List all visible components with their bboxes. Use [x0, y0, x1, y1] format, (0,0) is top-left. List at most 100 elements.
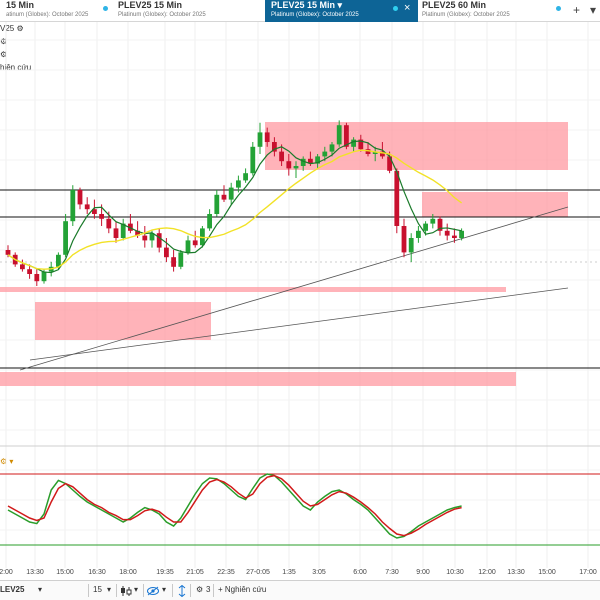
- candle-body: [34, 274, 40, 282]
- study-settings-row[interactable]: ⚙: [0, 37, 7, 46]
- time-tick-label: 3:05: [312, 569, 326, 576]
- candle-body: [27, 269, 32, 274]
- time-tick-label: 18:00: [119, 569, 137, 576]
- candle-body: [300, 158, 306, 166]
- bottom-toolbar: LEV25 ▾ 15 ▾ ▾ ▾ ⚙ 3 + Nghiên cứu: [0, 580, 600, 600]
- candle-body: [408, 238, 414, 253]
- candle-body: [423, 223, 428, 231]
- live-dot-icon: [556, 6, 561, 11]
- divider: [116, 584, 117, 597]
- chart-tab-1-subtitle: atinum (Globex): October 2025: [6, 12, 89, 18]
- divider: [172, 584, 173, 597]
- divider: [213, 584, 214, 597]
- trend-line: [19, 206, 569, 371]
- tabs-dropdown-icon[interactable]: ▾: [590, 3, 597, 17]
- time-tick-label: 15:00: [56, 569, 74, 576]
- live-dot-icon: [103, 6, 108, 11]
- gear-icon[interactable]: ⚙: [0, 50, 8, 59]
- candle-body: [416, 230, 421, 238]
- chart-tab-bar: 15 Min atinum (Globex): October 2025 PLE…: [0, 0, 600, 22]
- ma-slow-line: [7, 149, 463, 270]
- candle-body: [84, 204, 90, 210]
- chart-tab-3-subtitle: Platinum (Globex): October 2025: [271, 12, 359, 18]
- candle-body: [444, 230, 450, 236]
- study-settings-row[interactable]: ⚙: [0, 50, 7, 59]
- candle-body: [185, 240, 191, 253]
- candle-body: [272, 142, 277, 152]
- time-tick-label: 10:30: [446, 569, 464, 576]
- candle-body: [178, 252, 184, 267]
- candle-body: [250, 146, 256, 174]
- divider: [88, 584, 89, 597]
- zone-box: [0, 287, 506, 292]
- candle-body: [365, 149, 371, 154]
- interval-selector[interactable]: 15: [93, 585, 102, 594]
- time-tick-label: 13:30: [507, 569, 525, 576]
- interval-chevron-icon[interactable]: ▾: [107, 585, 112, 594]
- candle-body: [372, 151, 378, 154]
- drawings-gear-icon[interactable]: ⚙: [196, 585, 204, 594]
- candle-body: [106, 218, 112, 229]
- candle-body: [41, 271, 47, 282]
- candle-body: [358, 139, 364, 150]
- add-tab-button[interactable]: +: [573, 3, 581, 17]
- visibility-icon[interactable]: [147, 586, 159, 596]
- candle-body: [214, 194, 220, 214]
- candle-body: [430, 218, 436, 224]
- candle-body: [264, 132, 270, 142]
- zone-box: [35, 302, 211, 340]
- candlesticks: [5, 120, 464, 286]
- visibility-chevron-icon[interactable]: ▾: [162, 585, 167, 594]
- gear-icon[interactable]: ⚙: [0, 457, 8, 466]
- drawings-count[interactable]: 3: [206, 585, 211, 594]
- vertical-resize-icon[interactable]: [178, 585, 186, 597]
- time-tick-label: 21:05: [186, 569, 204, 576]
- time-tick-label: 27-0:05: [246, 569, 270, 576]
- gear-icon[interactable]: ⚙: [0, 37, 8, 46]
- price-chart[interactable]: 2:00 13:30 15:00 16:30 18:00 19:35 21:05 22:35 2…: [0, 0, 600, 580]
- time-tick-label: 7:30: [385, 569, 399, 576]
- candle-body: [63, 221, 68, 255]
- zone-box: [422, 192, 568, 217]
- candle-body: [120, 223, 126, 238]
- candle-body: [99, 214, 104, 219]
- chevron-down-icon[interactable]: ▾: [9, 457, 14, 466]
- candle-body: [380, 151, 385, 157]
- candle-body: [20, 264, 25, 270]
- candle-body: [459, 230, 464, 238]
- close-tab-icon[interactable]: ×: [404, 2, 411, 14]
- chart-tab-3-active[interactable]: PLEV25 15 Min ▾ Platinum (Globex): Octob…: [265, 0, 418, 22]
- candle-body: [329, 144, 335, 152]
- time-axis: 2:00 13:30 15:00 16:30 18:00 19:35 21:05 22:35 2…: [0, 569, 597, 576]
- study-label[interactable]: V25 ⚙: [0, 24, 24, 33]
- time-tick-label: 9:00: [416, 569, 430, 576]
- chart-tab-1[interactable]: 15 Min atinum (Globex): October 2025: [0, 0, 95, 22]
- gear-icon[interactable]: ⚙: [16, 24, 24, 33]
- symbol-selector[interactable]: LEV25: [0, 585, 25, 594]
- candle-body: [279, 151, 284, 162]
- candle-body: [149, 233, 155, 241]
- oscillator-label[interactable]: ⚙ ▾: [0, 457, 13, 466]
- candle-body: [286, 161, 292, 169]
- candle-body: [92, 209, 97, 214]
- chart-type-chevron-icon[interactable]: ▾: [134, 585, 139, 594]
- chart-tab-3-title: PLEV25 15 Min: [271, 0, 336, 10]
- tab-menu-chevron-icon[interactable]: ▾: [337, 0, 343, 10]
- candle-body: [70, 190, 76, 222]
- stoch-d-line: [7, 474, 462, 537]
- time-tick-label: 17:00: [579, 569, 597, 576]
- candlestick-type-icon[interactable]: [120, 585, 132, 597]
- candle-body: [308, 158, 313, 164]
- chart-tab-4[interactable]: PLEV25 60 Min Platinum (Globex): October…: [416, 0, 556, 22]
- candle-body: [156, 233, 162, 248]
- candle-body: [207, 214, 212, 229]
- chart-tab-4-subtitle: Platinum (Globex): October 2025: [422, 12, 510, 18]
- candle-body: [387, 156, 392, 171]
- chart-tab-2[interactable]: PLEV25 15 Min Platinum (Globex): October…: [112, 0, 262, 22]
- candle-body: [344, 125, 349, 147]
- research-link[interactable]: hiên cứu: [0, 63, 32, 72]
- time-tick-label: 19:35: [156, 569, 174, 576]
- candle-body: [394, 170, 400, 226]
- research-button[interactable]: + Nghiên cứu: [218, 585, 267, 594]
- symbol-chevron-icon[interactable]: ▾: [38, 585, 43, 594]
